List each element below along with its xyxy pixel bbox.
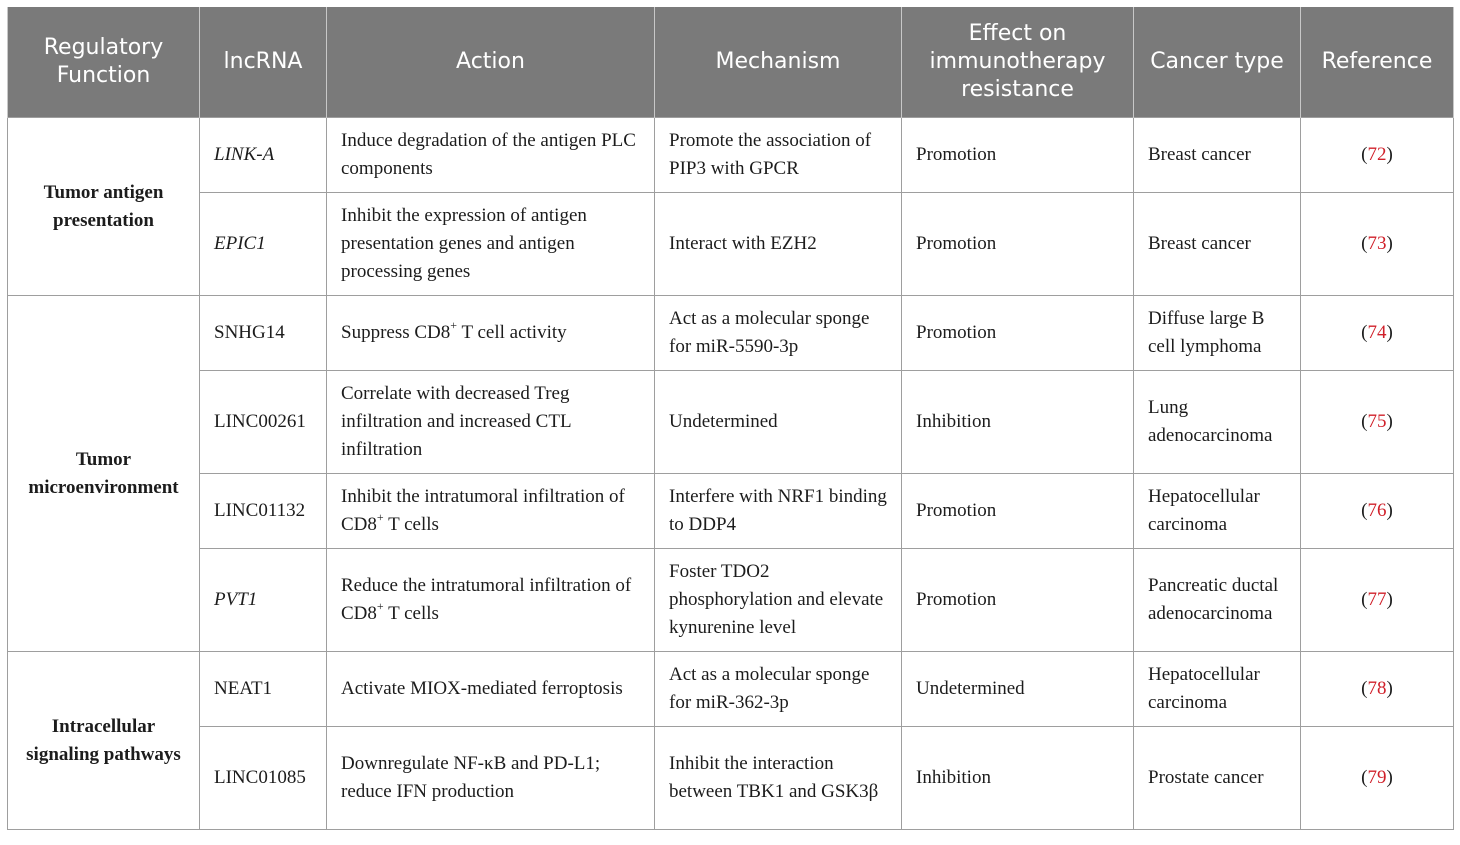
reference-cell: (76) (1300, 473, 1454, 549)
reference-link[interactable]: 73 (1367, 233, 1387, 254)
lncrna-cell: LINK-A (199, 117, 327, 193)
ref-open: ( (1361, 322, 1368, 343)
header-regulatory-function: Regulatory Function (7, 7, 200, 118)
lncrna-cell: LINC01085 (199, 726, 327, 830)
reference-cell: (75) (1300, 370, 1454, 474)
cancer-cell: Breast cancer (1133, 192, 1301, 296)
ref-close: ) (1386, 767, 1393, 788)
effect-cell: Promotion (901, 548, 1134, 652)
group-cell: Intracellular signaling pathways (7, 651, 200, 830)
cancer-cell: Breast cancer (1133, 117, 1301, 193)
cancer-cell: Lung adenocarcinoma (1133, 370, 1301, 474)
cancer-cell: Pancreatic ductal adenocarcinoma (1133, 548, 1301, 652)
lncrna-cell: LINC00261 (199, 370, 327, 474)
table-row: Tumor microenvironment SNHG14 Suppress C… (7, 295, 1454, 652)
ref-open: ( (1361, 233, 1368, 254)
ref-close: ) (1386, 233, 1393, 254)
reference-cell: (74) (1300, 295, 1454, 371)
header-reference: Reference (1300, 7, 1454, 118)
cancer-cell: Diffuse large B cell lymphoma (1133, 295, 1301, 371)
table-row: Intracellular signaling pathways NEAT1 A… (7, 651, 1454, 830)
table-row: EPIC1 Inhibit the expression of antigen … (8, 192, 1454, 296)
ref-open: ( (1361, 767, 1368, 788)
action-cell: Activate MIOX-mediated ferroptosis (326, 651, 655, 727)
effect-cell: Inhibition (901, 370, 1134, 474)
effect-cell: Inhibition (901, 726, 1134, 830)
header-mechanism: Mechanism (654, 7, 902, 118)
header-row: Regulatory Function lncRNA Action Mechan… (7, 7, 1454, 118)
header-effect: Effect on immunotherapy resistance (901, 7, 1134, 118)
mechanism-cell: Act as a molecular sponge for miR-5590-3… (654, 295, 902, 371)
mechanism-cell: Interact with EZH2 (654, 192, 902, 296)
header-cancer-type: Cancer type (1133, 7, 1301, 118)
ref-close: ) (1386, 500, 1393, 521)
effect-cell: Promotion (901, 117, 1134, 193)
reference-link[interactable]: 76 (1367, 500, 1387, 521)
reference-cell: (73) (1300, 192, 1454, 296)
ref-close: ) (1386, 589, 1393, 610)
header-action: Action (326, 7, 655, 118)
action-cell: Correlate with decreased Treg infiltrati… (326, 370, 655, 474)
cancer-cell: Hepatocellular carcinoma (1133, 473, 1301, 549)
reference-link[interactable]: 79 (1367, 767, 1387, 788)
ref-close: ) (1386, 144, 1393, 165)
mechanism-cell: Undetermined (654, 370, 902, 474)
lncrna-table: Regulatory Function lncRNA Action Mechan… (7, 7, 1454, 830)
ref-open: ( (1361, 411, 1368, 432)
ref-open: ( (1361, 589, 1368, 610)
mechanism-cell: Interfere with NRF1 binding to DDP4 (654, 473, 902, 549)
group-cell: Tumor antigen presentation (7, 117, 200, 296)
ref-open: ( (1361, 144, 1368, 165)
action-cell: Downregulate NF-κB and PD-L1; reduce IFN… (326, 726, 655, 830)
effect-cell: Undetermined (901, 651, 1134, 727)
table-row: LINC01132 Inhibit the intratumoral infil… (8, 473, 1454, 549)
effect-cell: Promotion (901, 295, 1134, 371)
header-lncrna: lncRNA (199, 7, 327, 118)
table-row: LINC00261 Correlate with decreased Treg … (8, 370, 1454, 474)
action-cell: Reduce the intratumoral infiltration of … (326, 548, 655, 652)
reference-cell: (79) (1300, 726, 1454, 830)
action-cell: Inhibit the intratumoral infiltration of… (326, 473, 655, 549)
table-row: PVT1 Reduce the intratumoral infiltratio… (8, 548, 1454, 652)
reference-link[interactable]: 72 (1367, 144, 1387, 165)
mechanism-cell: Foster TDO2 phosphorylation and elevate … (654, 548, 902, 652)
ref-close: ) (1386, 411, 1393, 432)
cancer-cell: Hepatocellular carcinoma (1133, 651, 1301, 727)
reference-cell: (78) (1300, 651, 1454, 727)
lncrna-cell: EPIC1 (199, 192, 327, 296)
lncrna-cell: PVT1 (199, 548, 327, 652)
lncrna-cell: LINC01132 (199, 473, 327, 549)
mechanism-cell: Promote the association of PIP3 with GPC… (654, 117, 902, 193)
reference-link[interactable]: 75 (1367, 411, 1387, 432)
table-row: Tumor antigen presentation LINK-A Induce… (7, 117, 1454, 296)
group-cell: Tumor microenvironment (7, 295, 200, 652)
reference-link[interactable]: 77 (1367, 589, 1387, 610)
cancer-cell: Prostate cancer (1133, 726, 1301, 830)
reference-link[interactable]: 74 (1367, 322, 1387, 343)
reference-cell: (77) (1300, 548, 1454, 652)
ref-close: ) (1386, 322, 1393, 343)
action-cell: Inhibit the expression of antigen presen… (326, 192, 655, 296)
effect-cell: Promotion (901, 192, 1134, 296)
mechanism-cell: Inhibit the interaction between TBK1 and… (654, 726, 902, 830)
lncrna-cell: NEAT1 (199, 651, 327, 727)
ref-close: ) (1386, 678, 1393, 699)
ref-open: ( (1361, 500, 1368, 521)
action-cell: Induce degradation of the antigen PLC co… (326, 117, 655, 193)
ref-open: ( (1361, 678, 1368, 699)
lncrna-cell: SNHG14 (199, 295, 327, 371)
table-row: LINC01085 Downregulate NF-κB and PD-L1; … (8, 726, 1454, 830)
effect-cell: Promotion (901, 473, 1134, 549)
mechanism-cell: Act as a molecular sponge for miR-362-3p (654, 651, 902, 727)
reference-cell: (72) (1300, 117, 1454, 193)
reference-link[interactable]: 78 (1367, 678, 1387, 699)
action-cell: Suppress CD8+ T cell activity (326, 295, 655, 371)
